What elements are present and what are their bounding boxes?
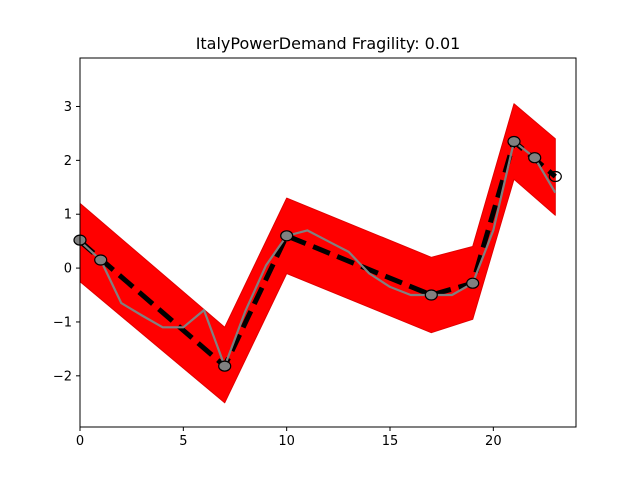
marker-5: [466, 277, 480, 289]
y-tick-label-3: 1: [64, 208, 72, 223]
y-tick-label-2: 0: [64, 262, 72, 277]
y-tick-label-5: 3: [64, 100, 72, 115]
plot-area: [73, 103, 562, 404]
y-tick-label-4: 2: [64, 154, 72, 169]
x-tick-label-2: 10: [278, 434, 295, 449]
x-tick-label-0: 0: [76, 434, 84, 449]
x-tick-label-3: 15: [382, 434, 399, 449]
plot-frame: [79, 57, 577, 428]
marker-8: [548, 170, 562, 183]
marker-4: [424, 289, 438, 301]
x-tick-label-1: 5: [179, 434, 187, 449]
y-tick-label-1: −1: [53, 315, 72, 330]
axes: 0 5 10 15 20 −2 −1 0 1 2 3: [53, 100, 502, 449]
x-tick-label-4: 20: [485, 434, 502, 449]
series-line-1: [79, 140, 557, 368]
marker-2: [218, 360, 232, 372]
marker-1: [94, 254, 108, 266]
chart-title: ItalyPowerDemand Fragility: 0.01: [196, 34, 461, 53]
marker-6: [507, 135, 521, 148]
marker-7: [528, 152, 542, 164]
y-tick-label-0: −2: [53, 369, 72, 384]
marker-3: [280, 230, 294, 242]
perturbation-band: [79, 103, 556, 404]
